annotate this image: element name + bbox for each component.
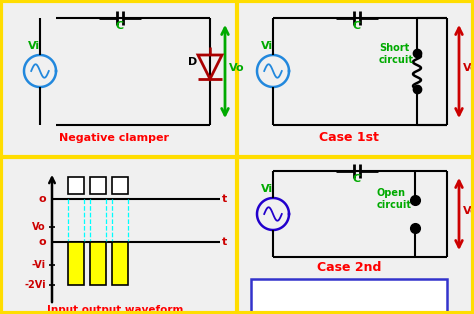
Text: D = Diode: D = Diode <box>265 307 327 314</box>
Bar <box>90 177 106 194</box>
Text: C: C <box>353 174 361 184</box>
Bar <box>68 242 84 285</box>
Text: Open
circuit: Open circuit <box>377 187 412 210</box>
Text: C: C <box>116 21 124 31</box>
Text: Vo: Vo <box>463 206 474 216</box>
Text: Vi: Vi <box>261 184 273 194</box>
Bar <box>68 177 84 194</box>
Bar <box>112 242 128 285</box>
Text: D: D <box>188 57 197 67</box>
Text: Vo: Vo <box>463 63 474 73</box>
Text: -Vi: -Vi <box>32 260 46 270</box>
Text: C: C <box>353 21 361 31</box>
Text: Vo: Vo <box>32 222 46 232</box>
Bar <box>90 242 106 285</box>
Text: Case 1st: Case 1st <box>319 131 379 144</box>
Bar <box>112 177 128 194</box>
Text: Vi: Vi <box>28 41 40 51</box>
Text: o: o <box>38 237 46 247</box>
Text: t: t <box>222 194 227 204</box>
Text: Vi: Vi <box>261 41 273 51</box>
Text: Short
circuit: Short circuit <box>379 43 414 65</box>
Text: -2Vi: -2Vi <box>24 280 46 290</box>
Text: Input output waveform: Input output waveform <box>47 305 183 314</box>
Text: t: t <box>222 237 227 247</box>
Text: C = Capacitor: C = Capacitor <box>265 289 350 299</box>
Text: Vo: Vo <box>229 63 245 73</box>
Text: o: o <box>38 194 46 204</box>
Bar <box>251 279 447 314</box>
Text: Case 2nd: Case 2nd <box>317 261 381 274</box>
Text: Negative clamper: Negative clamper <box>59 133 169 143</box>
